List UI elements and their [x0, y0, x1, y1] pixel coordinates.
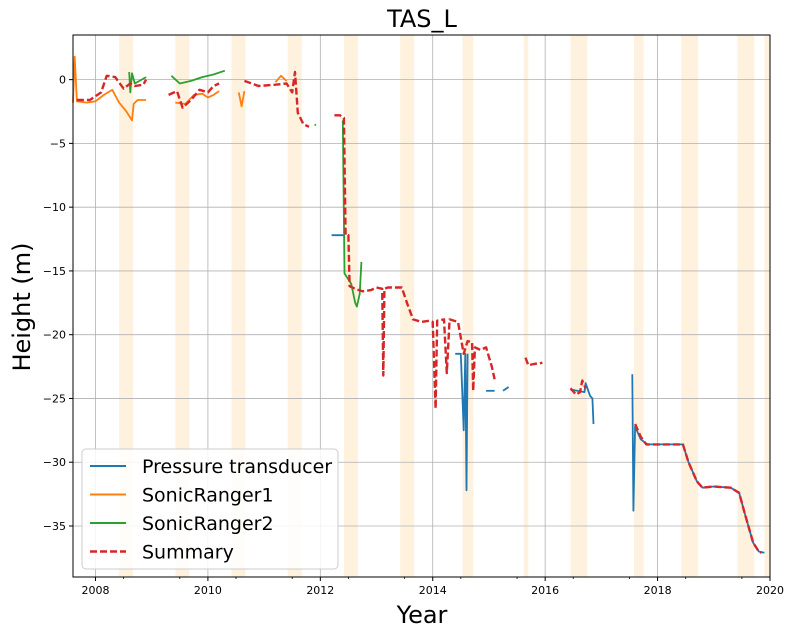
- x-tick-label-1: 2010: [194, 584, 222, 597]
- series-pressure-transducer: [331, 234, 765, 554]
- x-tick-label-2: 2012: [306, 584, 334, 597]
- legend-label-3: Summary: [142, 542, 234, 564]
- x-tick-label-4: 2016: [531, 584, 559, 597]
- series-segment-2-1: [170, 69, 226, 85]
- y-tick-label-7: −35: [43, 520, 66, 533]
- legend: Pressure transducer SonicRanger1 SonicRang…: [81, 448, 339, 570]
- series-segment-1-3: [274, 74, 288, 83]
- shaded-period-1: [175, 35, 190, 577]
- series-segment-3-3: [334, 114, 496, 410]
- series-segment-3-4: [524, 357, 543, 367]
- y-tick-label-1: −5: [50, 137, 66, 150]
- shaded-period-3: [287, 35, 302, 577]
- y-tick-label-5: −25: [43, 392, 66, 405]
- series-sonicranger2: [128, 69, 363, 308]
- shaded-period-10: [681, 35, 699, 577]
- x-tick-label-0: 2008: [81, 584, 109, 597]
- shaded-period-9: [633, 35, 644, 577]
- x-axis-title: Year: [396, 601, 448, 629]
- series-segment-3-2: [243, 70, 310, 128]
- series-segment-3-0: [76, 74, 148, 102]
- series-segment-0-0: [331, 234, 345, 237]
- series-segment-2-0: [128, 71, 147, 94]
- shaded-period-7: [523, 35, 529, 577]
- shaded-periods: [119, 35, 770, 577]
- shaded-period-0: [119, 35, 134, 577]
- series-summary: [76, 70, 763, 554]
- series-segment-0-3: [502, 386, 510, 392]
- legend-box: [81, 448, 339, 570]
- x-tick-label-6: 2020: [756, 584, 784, 597]
- axis-ticks: 2008 2010 2012 2014 2016 2018 2020 0 −5 −10 −15 −20…: [43, 74, 784, 597]
- series-segment-1-0: [72, 55, 147, 122]
- y-tick-label-3: −15: [43, 265, 66, 278]
- shaded-period-4: [343, 35, 358, 577]
- plot-frame: [72, 34, 771, 578]
- legend-label-1: SonicRanger1: [142, 485, 274, 507]
- y-tick-label-6: −30: [43, 456, 66, 469]
- series-segment-2-2: [314, 123, 317, 127]
- series-segment-0-4: [570, 382, 595, 425]
- series-segment-1-2: [237, 90, 246, 108]
- series-segment-0-1: [455, 352, 469, 492]
- series-segment-3-5: [569, 379, 587, 396]
- y-tick-label-2: −10: [43, 201, 66, 214]
- legend-label-2: SonicRanger2: [142, 513, 274, 535]
- y-axis-title: Height (m): [8, 242, 36, 371]
- chart-title: TAS_L: [386, 5, 457, 33]
- shaded-period-6: [462, 35, 474, 577]
- shaded-period-2: [231, 35, 246, 577]
- x-tick-label-3: 2014: [419, 584, 447, 597]
- shaded-period-12: [764, 35, 770, 577]
- y-tick-label-0: 0: [59, 74, 66, 87]
- legend-label-0: Pressure transducer: [142, 456, 332, 478]
- y-tick-label-4: −20: [43, 329, 66, 342]
- x-tick-label-5: 2018: [644, 584, 672, 597]
- series-segment-3-1: [168, 82, 220, 109]
- series-segment-2-3: [341, 120, 363, 308]
- series-layer: [72, 55, 765, 554]
- shaded-period-8: [570, 35, 588, 577]
- shaded-period-11: [737, 35, 755, 577]
